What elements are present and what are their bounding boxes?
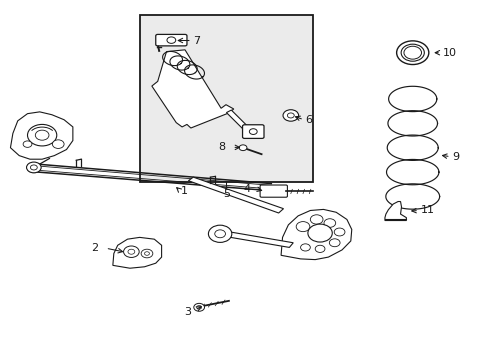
Circle shape — [396, 41, 428, 64]
Circle shape — [193, 303, 204, 311]
Text: 4: 4 — [243, 184, 250, 194]
Text: 11: 11 — [420, 206, 434, 216]
Circle shape — [310, 215, 323, 224]
Text: 7: 7 — [192, 36, 200, 45]
Circle shape — [35, 130, 49, 140]
Polygon shape — [188, 177, 283, 213]
Circle shape — [23, 141, 32, 147]
Circle shape — [214, 230, 225, 238]
Circle shape — [333, 228, 344, 236]
Text: 2: 2 — [91, 243, 98, 253]
Polygon shape — [384, 202, 406, 221]
Circle shape — [239, 145, 246, 150]
Polygon shape — [220, 231, 293, 247]
Circle shape — [128, 249, 135, 254]
Circle shape — [30, 165, 37, 170]
Circle shape — [208, 225, 231, 242]
Circle shape — [324, 219, 335, 227]
Circle shape — [27, 163, 40, 172]
FancyBboxPatch shape — [140, 15, 312, 182]
Polygon shape — [281, 210, 351, 260]
Circle shape — [403, 46, 421, 59]
Circle shape — [166, 37, 175, 43]
Polygon shape — [113, 237, 161, 268]
Text: 6: 6 — [305, 116, 311, 126]
Text: 3: 3 — [183, 307, 190, 316]
Circle shape — [52, 140, 64, 148]
Circle shape — [315, 245, 325, 252]
Text: 8: 8 — [218, 142, 224, 152]
Text: 1: 1 — [181, 186, 188, 197]
Circle shape — [300, 244, 310, 251]
Circle shape — [283, 110, 298, 121]
Circle shape — [141, 249, 153, 258]
Text: 9: 9 — [451, 152, 458, 162]
Text: 10: 10 — [442, 48, 455, 58]
Text: 5: 5 — [222, 189, 229, 199]
Circle shape — [144, 252, 149, 255]
Circle shape — [249, 129, 257, 134]
Circle shape — [296, 222, 309, 231]
Circle shape — [27, 125, 57, 146]
FancyBboxPatch shape — [242, 125, 264, 138]
Polygon shape — [152, 50, 233, 128]
Circle shape — [196, 306, 201, 309]
Circle shape — [26, 162, 41, 173]
Polygon shape — [226, 110, 249, 131]
Circle shape — [329, 239, 339, 247]
Circle shape — [287, 113, 294, 118]
Circle shape — [123, 246, 139, 257]
FancyBboxPatch shape — [156, 35, 186, 46]
Circle shape — [307, 224, 331, 242]
Circle shape — [400, 44, 424, 61]
FancyBboxPatch shape — [260, 185, 287, 197]
Polygon shape — [10, 112, 73, 159]
